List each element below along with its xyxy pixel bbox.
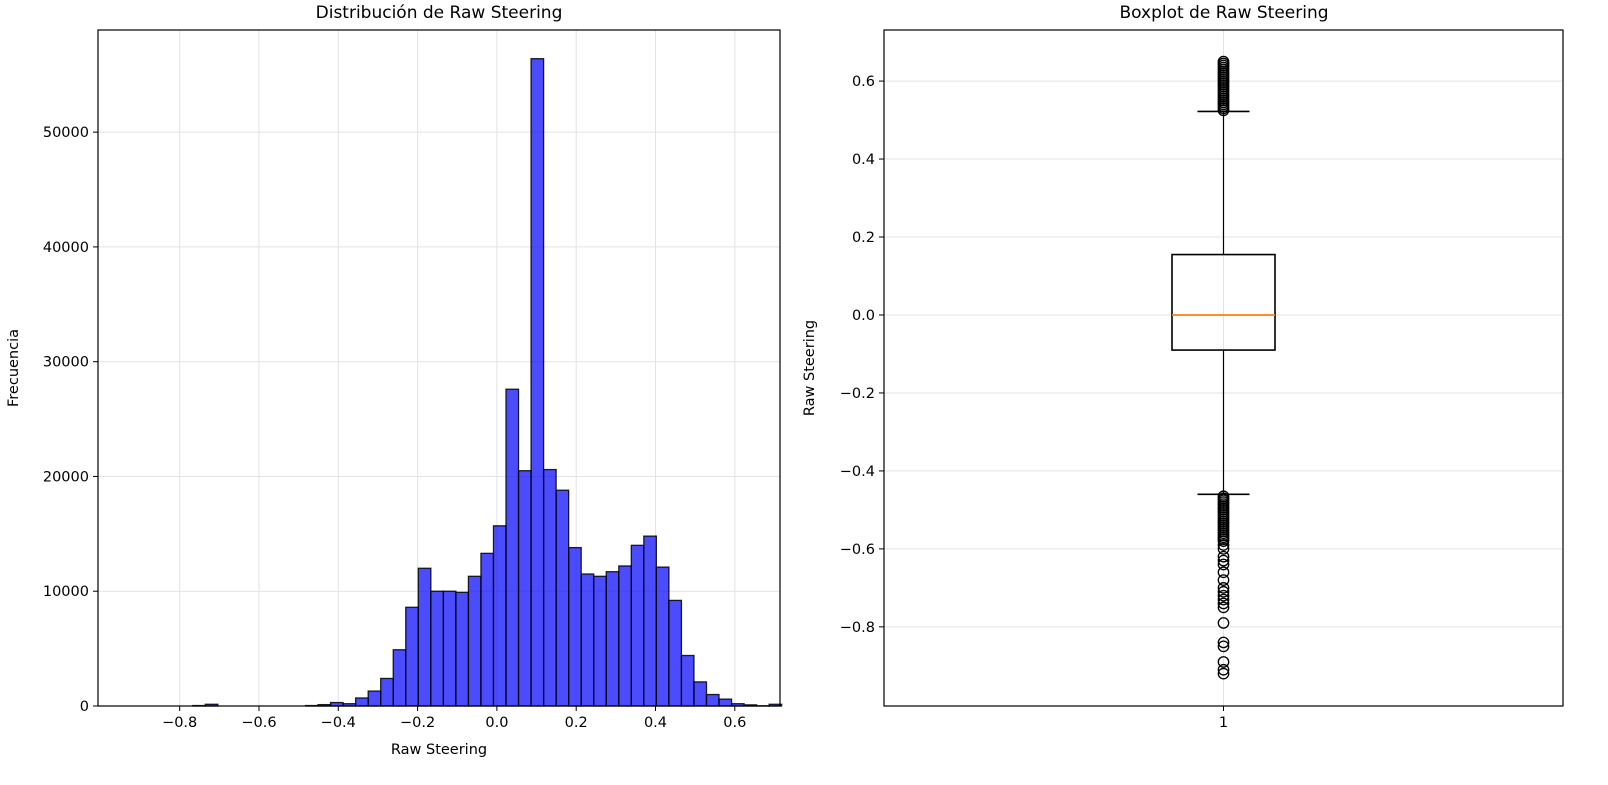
outlier-point: [1217, 543, 1230, 555]
outlier-point: [1217, 663, 1230, 676]
x-tick-label: −0.2: [400, 715, 435, 731]
histogram-axes-frame: [97, 29, 781, 707]
y-tick-label: 40000: [43, 240, 89, 256]
histogram-bar: [442, 590, 457, 707]
y-tick-label: −0.8: [840, 620, 875, 636]
outlier-point: [1217, 55, 1230, 68]
outlier-point: [1217, 640, 1230, 653]
histogram-bar: [417, 567, 432, 707]
boxplot-title: Boxplot de Raw Steering: [1119, 3, 1328, 23]
x-tick-label: 0.2: [565, 715, 588, 731]
boxplot-x-ticks: 1: [1219, 706, 1228, 731]
outlier-point: [1217, 667, 1230, 680]
boxplot-y-ticks: −0.8 −0.6 −0.4 −0.2 0.0 0.2 0.4 0.6: [840, 74, 884, 636]
x-tick-label: 0.6: [723, 715, 746, 731]
histogram-bar: [380, 677, 394, 707]
histogram-bar: [405, 606, 419, 707]
histogram-bar: [467, 575, 482, 707]
outlier-point: [1217, 558, 1230, 571]
x-tick-label: −0.6: [241, 715, 276, 731]
histogram-bar: [655, 566, 670, 707]
histogram-bar: [430, 590, 445, 707]
outlier-point: [1217, 617, 1230, 629]
y-tick-label: 0.0: [852, 308, 875, 324]
histogram-bar: [530, 58, 545, 707]
y-tick-label: 0.2: [852, 230, 875, 246]
y-tick-label: 10000: [43, 584, 89, 600]
boxplot-body: [1171, 55, 1276, 680]
histogram-bar: [618, 565, 632, 707]
outlier-point: [1217, 535, 1230, 547]
histogram-y-ticks: 0 10000 20000 30000 40000 50000: [43, 125, 98, 715]
histogram-bar: [480, 552, 495, 707]
y-tick-label: 0.6: [852, 74, 875, 90]
histogram-bar: [668, 599, 683, 707]
y-tick-label: −0.6: [840, 542, 875, 558]
histogram-bar: [693, 681, 708, 707]
histogram-bar: [718, 698, 733, 707]
histogram-y-label: Frecuencia: [6, 329, 22, 407]
boxplot-y-label: Raw Steering: [802, 320, 818, 416]
histogram-bar: [392, 649, 407, 707]
outlier-point: [1217, 539, 1230, 551]
y-tick-label: 30000: [43, 355, 89, 371]
histogram-bar: [680, 654, 695, 707]
histogram-bar: [355, 697, 369, 707]
histogram-bar: [605, 571, 620, 707]
histogram-bar: [643, 535, 658, 707]
histogram-bar: [367, 690, 382, 707]
y-tick-label: 20000: [43, 469, 89, 485]
outlier-point: [1217, 582, 1230, 594]
x-tick-label: 1: [1219, 715, 1228, 731]
histogram-bar: [630, 544, 645, 707]
y-tick-label: −0.2: [840, 386, 875, 402]
iqr-box: [1171, 253, 1276, 351]
histogram-bar: [580, 573, 595, 707]
y-tick-label: −0.4: [840, 464, 875, 480]
outlier-point: [1217, 601, 1230, 614]
outlier-point: [1217, 593, 1230, 606]
outlier-point: [1217, 554, 1230, 567]
histogram-bar: [505, 388, 520, 707]
histogram-bar: [492, 525, 507, 707]
histogram-bars: [192, 58, 783, 707]
histogram-x-label: Raw Steering: [391, 742, 487, 758]
x-tick-label: 0.0: [485, 715, 508, 731]
y-tick-label: 0: [80, 699, 89, 715]
outlier-point: [1217, 636, 1230, 649]
x-tick-label: 0.4: [644, 715, 667, 731]
histogram-bar: [555, 489, 570, 707]
x-tick-label: −0.4: [321, 715, 356, 731]
boxplot-chart: Boxplot de Raw Steering 1 −0.8−0.6−0.4−0…: [802, 3, 1564, 731]
histogram-bar: [455, 591, 470, 707]
histogram-bar: [517, 470, 532, 707]
outlier-point: [1217, 550, 1230, 563]
outlier-point: [1217, 574, 1230, 586]
histogram-bar: [593, 575, 607, 707]
histogram-bar: [542, 468, 557, 707]
y-tick-label: 50000: [43, 125, 89, 141]
outlier-point: [1217, 566, 1230, 579]
x-tick-label: −0.8: [162, 715, 197, 731]
outlier-point: [1217, 656, 1230, 668]
histogram-x-ticks: −0.8 −0.6 −0.4 −0.2 0.0 0.2 0.4 0.6: [162, 706, 746, 731]
y-tick-label: 0.4: [852, 152, 875, 168]
outlier-point: [1217, 585, 1230, 598]
histogram-title: Distribución de Raw Steering: [316, 3, 563, 23]
histogram-chart: Distribución de Raw Steering −0.8 −0.6 −0.…: [6, 3, 783, 758]
histogram-grid: [98, 30, 780, 707]
outlier-point: [1217, 589, 1230, 602]
histogram-bar: [568, 546, 582, 707]
histogram-bar: [705, 693, 720, 707]
outlier-point: [1217, 597, 1230, 610]
